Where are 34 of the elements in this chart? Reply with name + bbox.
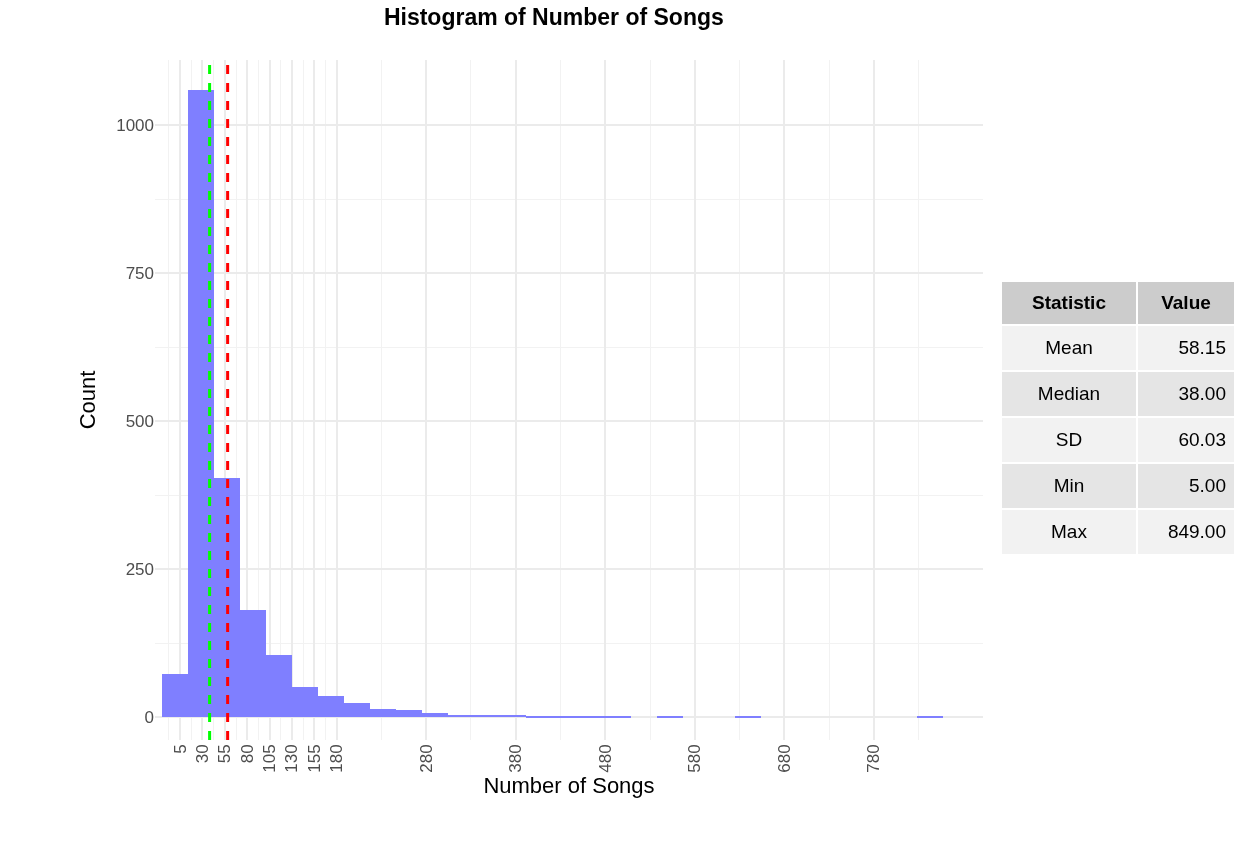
x-tick-label: 105: [260, 744, 280, 773]
x-tick-label: 80: [237, 744, 257, 764]
y-tick-label: 1000: [116, 116, 154, 136]
x-tick-label: 155: [304, 744, 324, 773]
text: 60.03: [1178, 429, 1226, 450]
category-label: Median: [1002, 372, 1136, 416]
y-tick-label: 500: [125, 412, 154, 432]
x-tick-label: 280: [416, 744, 436, 773]
y-tick-label: 0: [144, 708, 154, 728]
x-axis-title: Number of Songs: [483, 772, 655, 798]
text: Statistic: [1002, 282, 1136, 324]
y-axis-title: Count: [74, 370, 100, 430]
x-tick-label: 780: [864, 744, 884, 773]
category-label: Mean: [1002, 326, 1136, 370]
text: 38.00: [1178, 383, 1226, 404]
x-tick-label: 380: [506, 744, 526, 773]
chart-title: Histogram of Number of Songs: [383, 3, 724, 30]
x-tick-label: 5: [170, 744, 190, 754]
text: 849.00: [1167, 521, 1226, 542]
x-tick-label: 30: [192, 744, 212, 764]
x-tick-label: 55: [215, 744, 235, 764]
y-tick-label: 250: [125, 560, 154, 580]
text: Value: [1138, 282, 1234, 324]
category-label: SD: [1002, 418, 1136, 462]
text: 58.15: [1178, 337, 1226, 358]
x-tick-label: 130: [282, 744, 302, 773]
x-tick-label: 180: [327, 744, 347, 773]
y-tick-label: 750: [125, 264, 154, 284]
text: 5.00: [1189, 475, 1226, 496]
x-tick-label: 680: [774, 744, 794, 773]
x-tick-label: 580: [685, 744, 705, 773]
category-label: Min: [1002, 464, 1136, 508]
category-label: Max: [1002, 510, 1136, 554]
x-tick-label: 480: [595, 744, 615, 773]
